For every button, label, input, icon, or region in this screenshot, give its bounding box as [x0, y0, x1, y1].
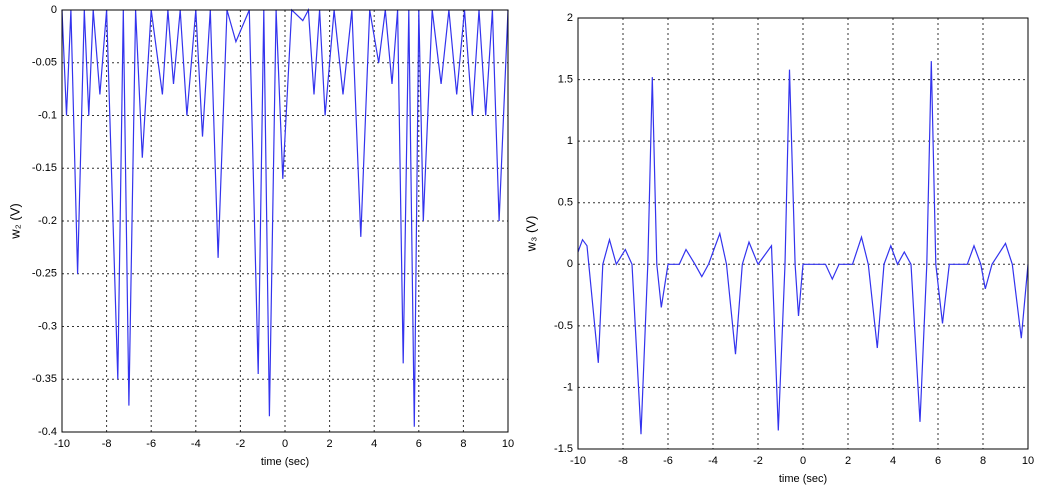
- x-tick-label: -10: [54, 438, 70, 450]
- y-tick-label: -0.15: [32, 162, 57, 174]
- x-tick-label: -4: [191, 438, 201, 450]
- x-tick-label: -6: [663, 455, 673, 467]
- x-tick-label: 6: [935, 455, 941, 467]
- y-tick-label: -0.5: [554, 320, 573, 332]
- y-tick-label: -1: [563, 381, 573, 393]
- y-tick-label: -0.05: [32, 57, 57, 69]
- data-line: [577, 61, 1029, 435]
- y-tick-label: -0.2: [38, 215, 57, 227]
- y-tick-label: 1: [567, 135, 573, 147]
- x-tick-label: 4: [371, 438, 377, 450]
- x-tick-label: 2: [845, 455, 851, 467]
- y-tick-label: -0.25: [32, 268, 57, 280]
- y-tick-label: 1.5: [558, 73, 573, 85]
- y-tick-label: 2: [567, 12, 573, 24]
- y-tick-label: -0.1: [38, 109, 57, 121]
- y-tick-label: -0.4: [38, 426, 57, 438]
- y-tick-label: -0.35: [32, 373, 57, 385]
- y-tick-label: -1.5: [554, 443, 573, 455]
- x-tick-label: -6: [146, 438, 156, 450]
- x-tick-label: -8: [618, 455, 628, 467]
- y-tick-label: 0: [51, 4, 57, 16]
- x-tick-label: -4: [708, 455, 718, 467]
- plot-frame: [577, 17, 1029, 450]
- x-tick-label: 2: [327, 438, 333, 450]
- x-tick-label: 6: [416, 438, 422, 450]
- y-tick-label: -0.3: [38, 320, 57, 332]
- x-tick-label: 8: [980, 455, 986, 467]
- x-axis-label: time (sec): [261, 456, 309, 468]
- x-tick-label: 10: [502, 438, 514, 450]
- x-tick-label: 0: [282, 438, 288, 450]
- x-tick-label: 4: [890, 455, 896, 467]
- x-tick-label: 0: [800, 455, 806, 467]
- chart: 0 -0.05 -0.1 -0.15 -0.2 -0.25 -0.3 -0.35 -0.4-10…: [7, 4, 514, 468]
- plot-frame: [61, 9, 509, 433]
- x-tick-label: -8: [102, 438, 112, 450]
- x-tick-label: 10: [1022, 455, 1034, 467]
- y-tick-label: 0: [567, 258, 573, 270]
- x-tick-label: -10: [570, 455, 586, 467]
- y-tick-label: 0.5: [558, 197, 573, 209]
- data-line: [61, 7, 509, 427]
- chart: 2 1.5 1 0.5 0 -0.5 -1 -1.5-10 -8 -6 -4 -2 0 2 4 6 8 10 tim…: [523, 12, 1034, 485]
- x-axis-label: time (sec): [779, 473, 827, 485]
- y-axis-label: w₃ (V): [523, 216, 538, 253]
- y-axis-label: w₂ (V): [7, 203, 22, 239]
- x-tick-label: -2: [753, 455, 763, 467]
- x-tick-label: 8: [460, 438, 466, 450]
- x-tick-label: -2: [236, 438, 246, 450]
